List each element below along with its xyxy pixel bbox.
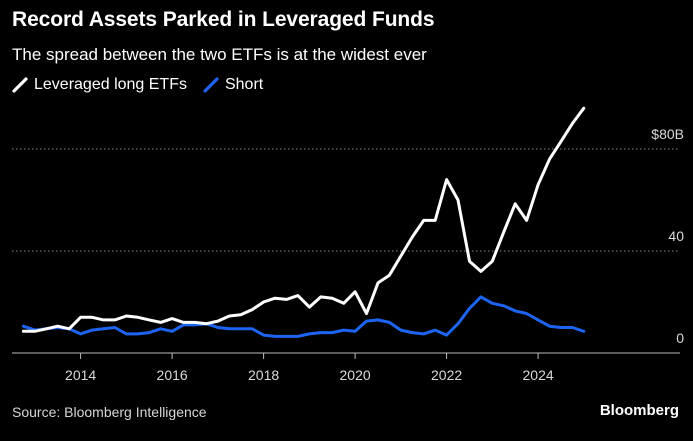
y-tick-label: 0 [676,330,684,346]
bloomberg-logo: Bloomberg [599,402,679,419]
grid-layer [12,148,680,252]
x-tick-label: 2014 [65,367,96,383]
series-line-short [21,295,586,338]
legend-item-long: Leveraged long ETFs [12,76,187,94]
chart-title: Record Assets Parked in Leveraged Funds [12,8,435,31]
legend-label-short: Short [224,76,264,93]
y-tick-label: 40 [668,228,684,244]
label-layer: $80B 40 0 2014 2016 2018 2020 2022 2024 [65,126,684,383]
x-tick-label: 2020 [340,367,371,383]
legend: Leveraged long ETFs Short [12,76,279,94]
legend-label-long: Leveraged long ETFs [34,76,187,93]
axis-layer [12,352,680,359]
chart-subtitle: The spread between the two ETFs is at th… [12,45,427,64]
x-tick-label: 2022 [431,367,462,383]
x-tick-label: 2016 [157,367,188,383]
legend-item-short: Short [203,76,263,94]
legend-swatch-long [12,77,28,93]
x-tick-label: 2018 [248,367,279,383]
source-note: Source: Bloomberg Intelligence [12,404,207,420]
series-layer [21,106,586,338]
series-line-leveraged-long [21,106,586,333]
x-tick-label: 2024 [523,367,554,383]
y-tick-label: $80B [651,126,684,142]
legend-swatch-short [203,77,219,93]
